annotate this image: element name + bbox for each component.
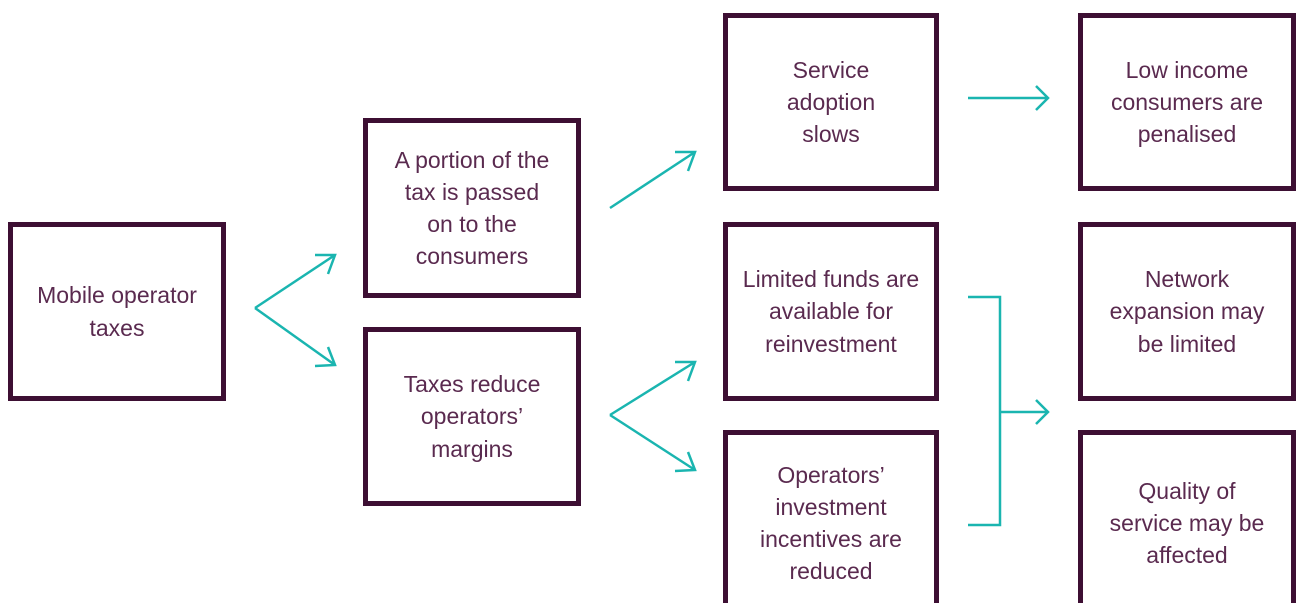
node: Limited funds are available for reinvest… — [723, 222, 939, 401]
arrow — [609, 413, 697, 473]
arrow — [968, 85, 1050, 111]
arrow — [254, 253, 337, 310]
node: Network expansion may be limited — [1078, 222, 1296, 401]
node: A portion of the tax is passed on to the… — [363, 118, 581, 298]
node: Operators’ investment incentives are red… — [723, 430, 939, 603]
arrow — [1000, 399, 1050, 425]
node: Mobile operator taxes — [8, 222, 226, 401]
arrow — [609, 150, 697, 210]
bracket — [968, 295, 1002, 527]
node: Low income consumers are penalised — [1078, 13, 1296, 191]
arrow — [609, 360, 697, 417]
node: Taxes reduce operators’ margins — [363, 327, 581, 506]
arrow-group — [254, 85, 1050, 527]
node: Service adoption slows — [723, 13, 939, 191]
node: Quality of service may be affected — [1078, 430, 1296, 603]
arrow — [254, 306, 337, 368]
